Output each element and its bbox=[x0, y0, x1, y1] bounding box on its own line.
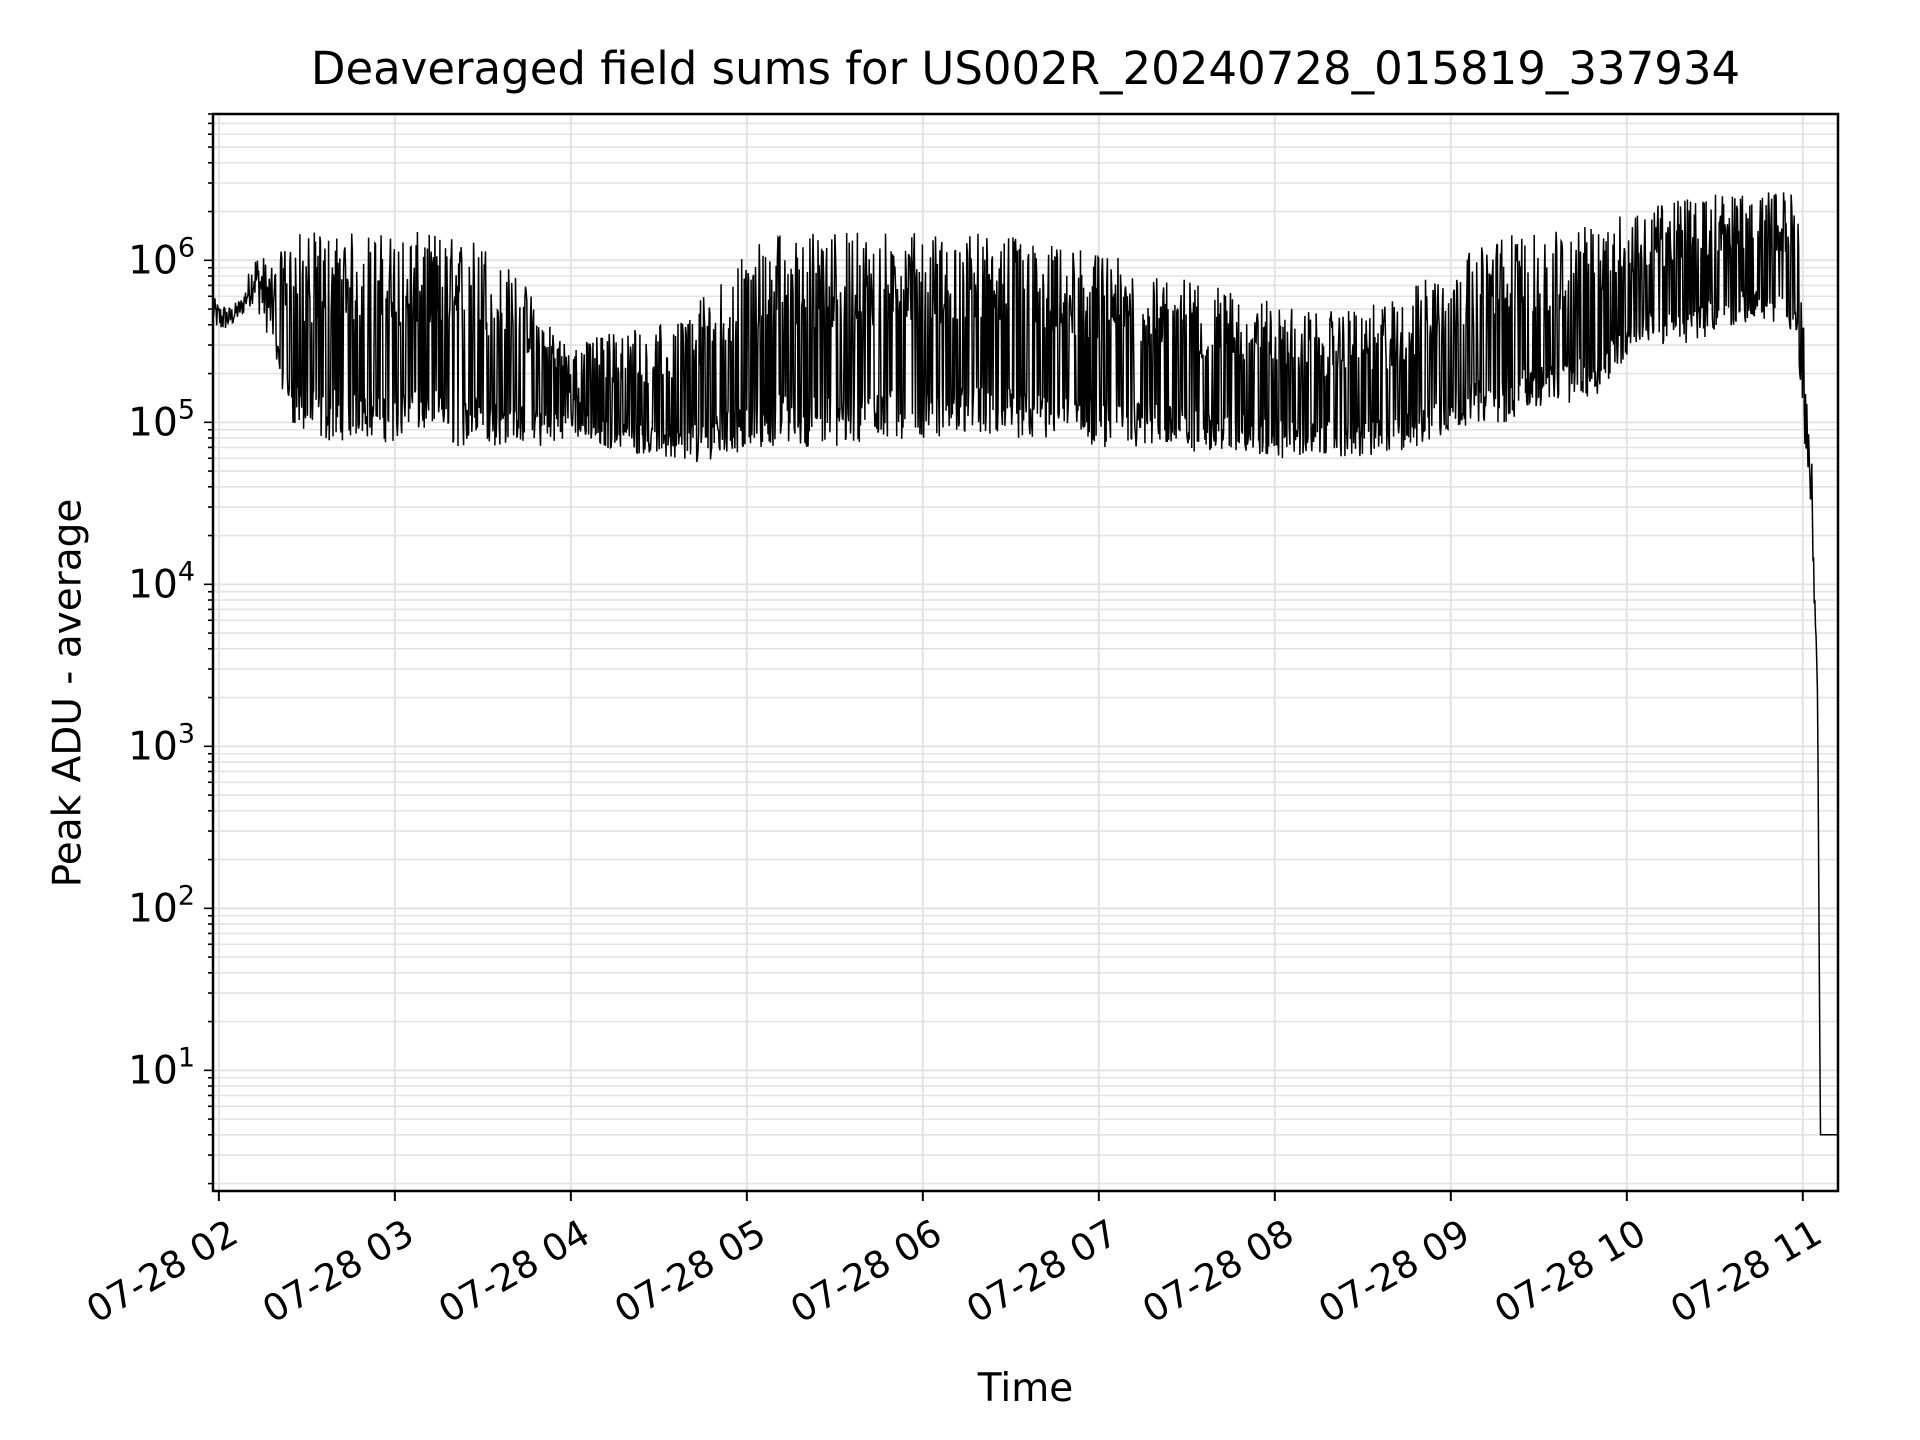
y-tick-label: 102 bbox=[128, 880, 195, 931]
x-tick-label: 07-28 10 bbox=[1487, 1211, 1653, 1331]
y-tick-label: 104 bbox=[128, 556, 195, 607]
y-tick-label: 101 bbox=[128, 1042, 195, 1093]
chart-title: Deaveraged field sums for US002R_2024072… bbox=[310, 42, 1741, 95]
x-axis-label: Time bbox=[977, 1366, 1074, 1411]
y-tick-label: 105 bbox=[128, 394, 195, 445]
x-tick-label: 07-28 02 bbox=[79, 1211, 245, 1331]
x-tick-label: 07-28 04 bbox=[431, 1211, 597, 1331]
x-tick-label: 07-28 09 bbox=[1311, 1211, 1477, 1331]
x-tick-label: 07-28 08 bbox=[1135, 1211, 1301, 1331]
y-tick-label: 103 bbox=[128, 718, 195, 769]
x-tick-label: 07-28 03 bbox=[255, 1211, 421, 1331]
x-tick-label: 07-28 06 bbox=[783, 1211, 949, 1331]
axes-frame bbox=[211, 112, 1840, 1193]
x-tick-label: 07-28 11 bbox=[1663, 1211, 1829, 1331]
x-tick-label: 07-28 07 bbox=[959, 1211, 1125, 1331]
y-tick-label: 106 bbox=[128, 232, 195, 283]
data-layer bbox=[212, 192, 1838, 1136]
grid bbox=[213, 113, 1838, 1191]
data-series-line bbox=[212, 192, 1838, 1136]
x-tick-label: 07-28 05 bbox=[607, 1211, 773, 1331]
